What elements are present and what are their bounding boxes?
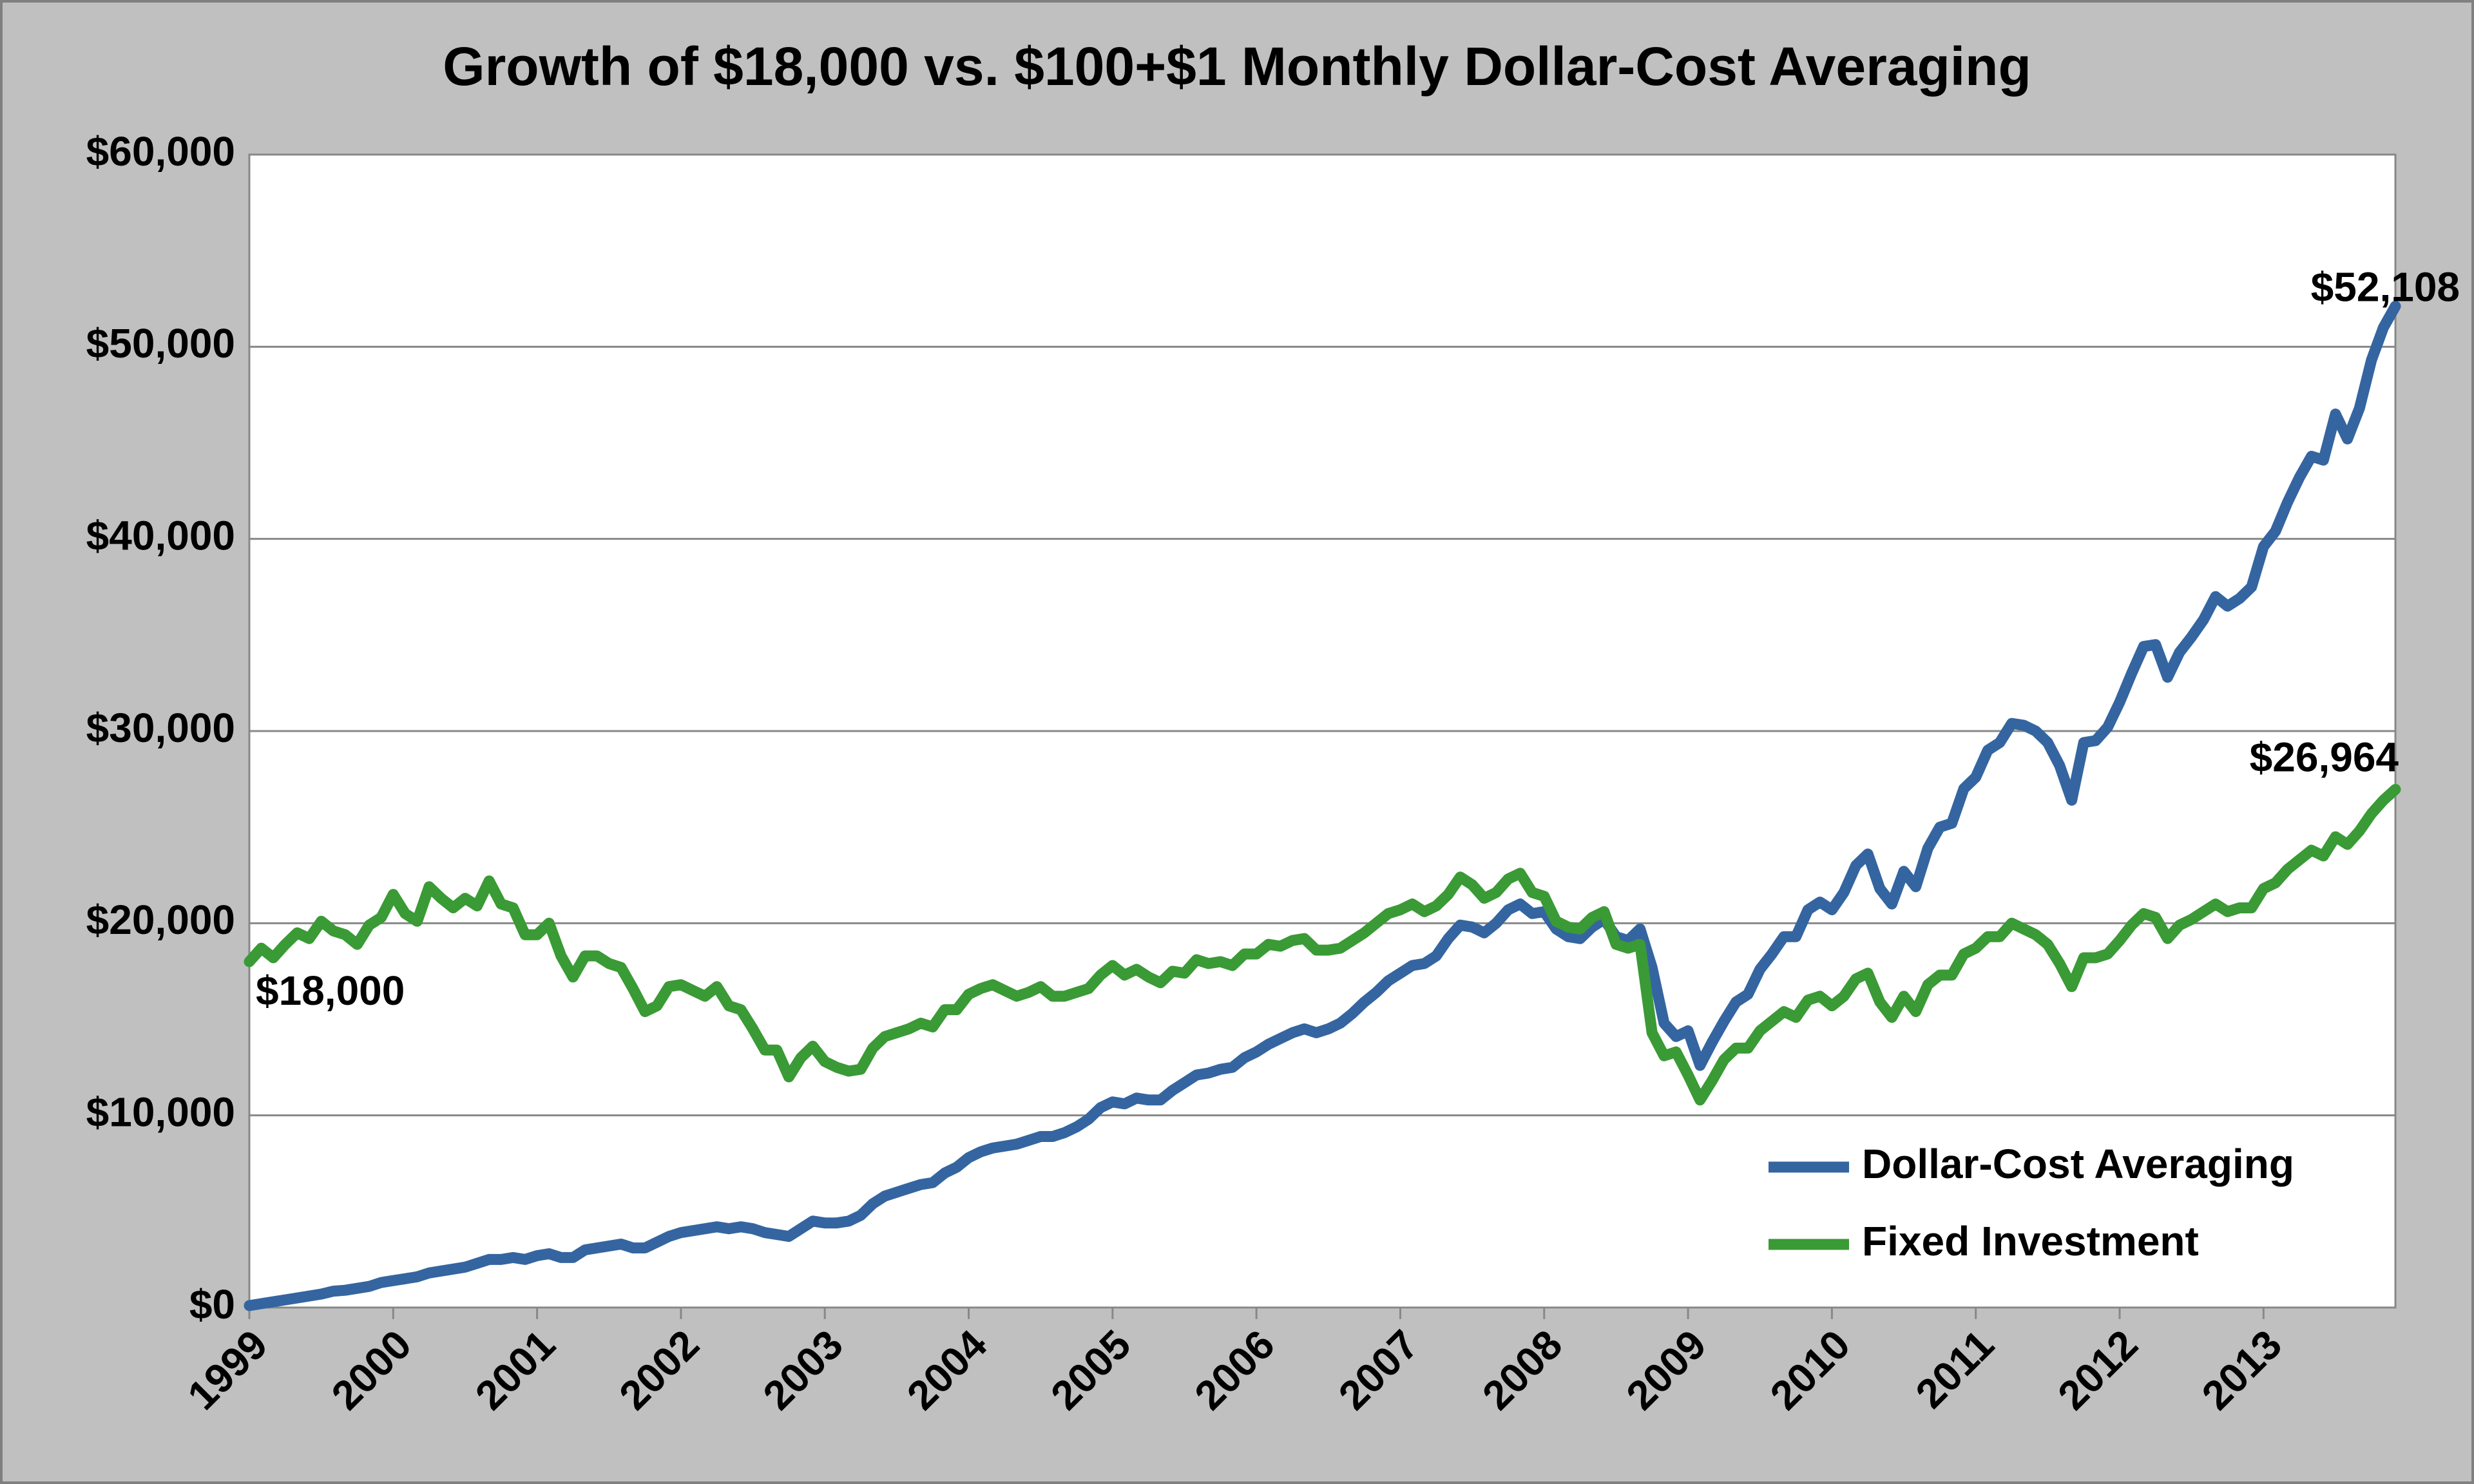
y-tick-label: $60,000 — [86, 128, 235, 175]
y-tick-label: $0 — [189, 1281, 235, 1327]
series-line — [244, 784, 2401, 1106]
y-tick-label: $50,000 — [86, 320, 235, 366]
data-label: $26,964 — [2250, 734, 2399, 780]
y-tick-label: $30,000 — [86, 705, 235, 751]
legend-label: Fixed Investment — [1862, 1218, 2199, 1264]
data-label: $18,000 — [256, 967, 405, 1014]
y-tick-label: $10,000 — [86, 1089, 235, 1136]
legend-label: Dollar-Cost Averaging — [1862, 1141, 2294, 1187]
data-label: $52,108 — [2311, 263, 2460, 310]
y-tick-label: $20,000 — [86, 897, 235, 943]
chart-title: Growth of $18,000 vs. $100+$1 Monthly Do… — [443, 36, 2031, 97]
y-tick-label: $40,000 — [86, 513, 235, 559]
series-line — [244, 300, 2401, 1311]
